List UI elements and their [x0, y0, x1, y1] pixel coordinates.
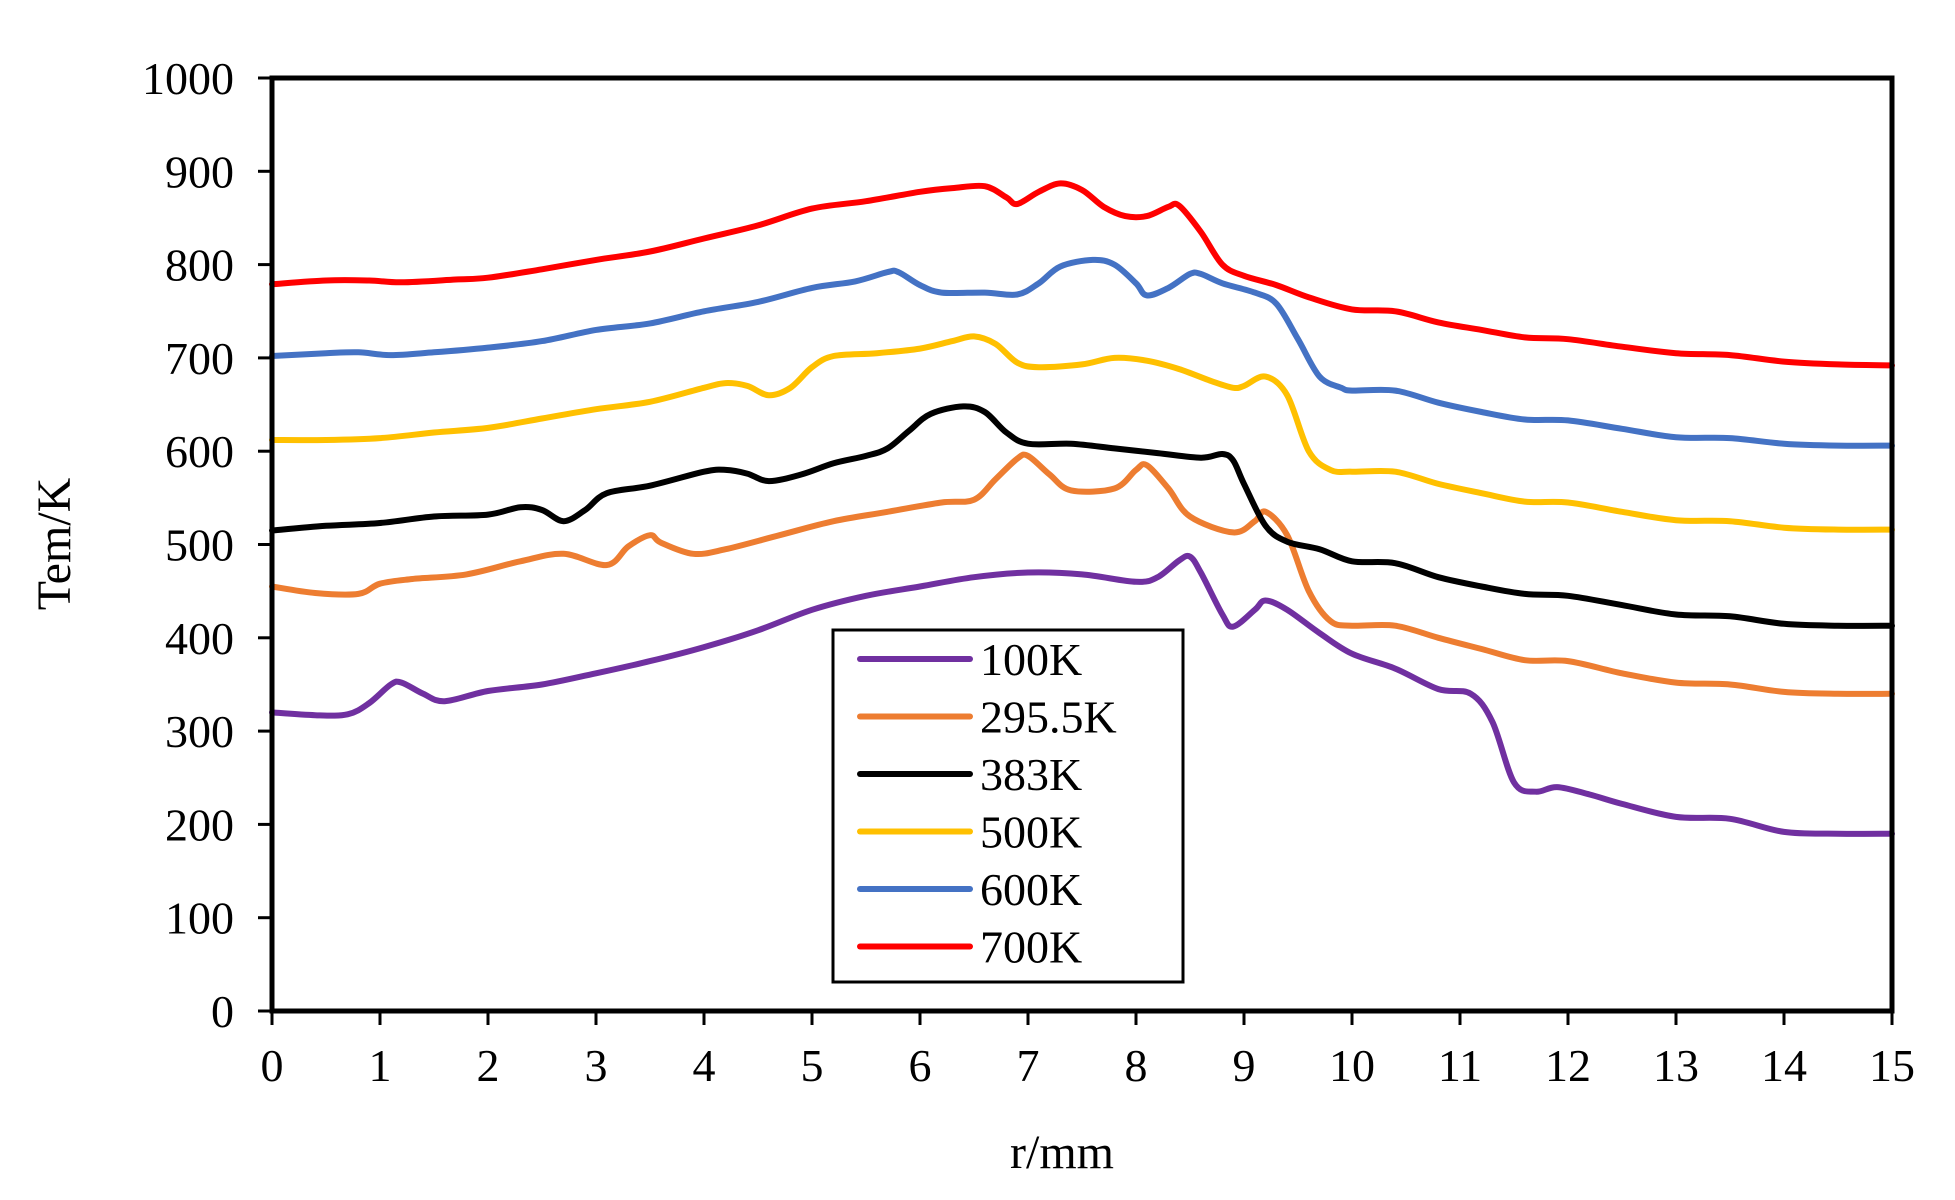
series-line-500k — [269, 333, 1895, 533]
legend-label: 295.5K — [980, 692, 1117, 743]
x-tick-label: 13 — [1653, 1040, 1699, 1091]
legend-label: 700K — [980, 922, 1082, 973]
legend-label: 600K — [980, 864, 1082, 915]
y-tick-label: 700 — [165, 333, 234, 384]
x-tick-label: 6 — [909, 1040, 932, 1091]
y-tick-label: 900 — [165, 146, 234, 197]
x-tick-label: 2 — [477, 1040, 500, 1091]
x-tick-label: 1 — [369, 1040, 392, 1091]
x-tick-label: 8 — [1125, 1040, 1148, 1091]
y-tick-label: 600 — [165, 426, 234, 477]
y-tick-label: 100 — [165, 893, 234, 944]
y-tick-label: 800 — [165, 240, 234, 291]
series-line-600k — [269, 256, 1895, 449]
x-tick-label: 14 — [1761, 1040, 1807, 1091]
series-line-700k — [269, 180, 1895, 369]
y-axis-title: Tem/K — [28, 477, 81, 610]
series-line-100k — [269, 552, 1895, 837]
x-tick-label: 12 — [1545, 1040, 1591, 1091]
series-layer — [269, 180, 1895, 837]
series-line-295-5k — [269, 451, 1895, 697]
y-tick-label: 0 — [211, 986, 234, 1037]
x-tick-label: 5 — [801, 1040, 824, 1091]
y-tick-label: 1000 — [142, 53, 234, 104]
x-tick-label: 11 — [1438, 1040, 1482, 1091]
legend-box — [831, 628, 1185, 984]
y-tick-label: 500 — [165, 520, 234, 571]
legend: 100K 295.5K 383K 500K 600K 700K — [831, 628, 1185, 984]
x-tick-label: 15 — [1869, 1040, 1915, 1091]
legend-label: 100K — [980, 634, 1082, 685]
x-tick-label: 3 — [585, 1040, 608, 1091]
x-tick-label: 10 — [1329, 1040, 1375, 1091]
x-tick-label: 4 — [693, 1040, 716, 1091]
series-line-383k — [269, 403, 1895, 629]
legend-label: 500K — [980, 807, 1082, 858]
x-tick-label: 9 — [1233, 1040, 1256, 1091]
y-tick-label: 200 — [165, 799, 234, 850]
x-tick-label: 7 — [1017, 1040, 1040, 1091]
x-axis-title: r/mm — [1010, 1126, 1114, 1179]
x-tick-label: 0 — [261, 1040, 284, 1091]
y-tick-label: 400 — [165, 613, 234, 664]
legend-label: 383K — [980, 749, 1082, 800]
axis-ticks: 0 1 2 3 4 5 6 7 8 9 10 11 12 13 14 15010020030040050060… — [142, 53, 1915, 1091]
y-tick-label: 300 — [165, 706, 234, 757]
